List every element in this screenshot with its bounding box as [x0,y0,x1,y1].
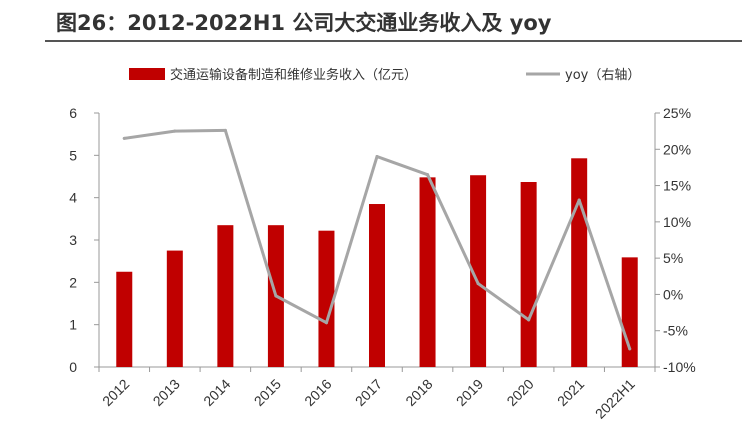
revenue-bar [116,271,133,367]
yoy-line-segment [426,173,480,286]
x-tick-label: 2019 [453,376,486,409]
right-tick-label: 10% [663,214,691,230]
left-tick-label: 2 [69,274,77,290]
yoy-point [375,155,379,159]
revenue-bar [166,250,183,367]
yoy-line-segment [122,129,177,140]
left-tick-label: 1 [69,317,77,333]
revenue-bar [369,204,385,367]
yoy-point [577,198,581,202]
revenue-bar [217,225,234,367]
x-tick-label: 2020 [503,376,536,409]
yoy-point [324,321,328,325]
legend-line-label: yoy（右轴） [565,68,640,83]
revenue-bar [419,177,436,367]
x-tick-label: 2012 [99,376,132,409]
revenue-bar [520,182,537,367]
left-tick-label: 3 [69,232,77,248]
right-tick-label: 25% [663,105,691,121]
yoy-line-segment [476,282,531,322]
left-tick-label: 5 [69,147,77,163]
x-tick-label: 2022H1 [592,376,638,422]
right-tick-label: 0% [663,286,683,302]
yoy-series [122,128,632,351]
yoy-line-segment [577,198,632,351]
revenue-bar [470,175,487,367]
yoy-point [476,282,480,286]
yoy-point [173,129,177,133]
x-tick-label: 2016 [301,376,334,409]
legend: 交通运输设备制造和维修业务收入（亿元） yoy（右轴） [129,67,640,83]
right-tick-label: -5% [663,323,688,339]
yoy-point [426,173,430,177]
right-tick-label: 5% [663,250,683,266]
yoy-line-segment [324,155,379,325]
right-tick-label: -10% [663,359,696,375]
x-tick-label: 2017 [352,376,385,409]
yoy-point [274,294,278,298]
yoy-line-segment [527,198,581,322]
x-tick-label: 2015 [251,376,284,409]
right-tick-label: 20% [663,141,691,157]
yoy-point [223,128,227,132]
left-tick-label: 0 [69,359,77,375]
yoy-line-segment [274,294,328,325]
x-tick-label: 2021 [554,376,587,409]
yoy-line-segment [223,128,278,298]
legend-bar-swatch [129,68,165,80]
revenue-bar [621,257,638,367]
chart-title: 图26：2012-2022H1 公司大交通业务收入及 yoy [56,11,552,35]
revenue-bar [318,230,335,367]
yoy-point [527,318,531,322]
left-tick-label: 4 [69,190,77,206]
x-tick-label: 2018 [402,376,435,409]
revenue-bar [571,158,588,367]
x-tick-label: 2013 [150,376,183,409]
bar-series [116,158,638,367]
yoy-line-segment [375,155,430,177]
yoy-line-segment [173,128,227,133]
right-tick-label: 15% [663,178,691,194]
yoy-point [122,136,126,140]
left-tick-label: 6 [69,105,77,121]
yoy-point [628,347,632,351]
x-tick-label: 2014 [200,376,233,409]
legend-bar-label: 交通运输设备制造和维修业务收入（亿元） [170,67,417,83]
